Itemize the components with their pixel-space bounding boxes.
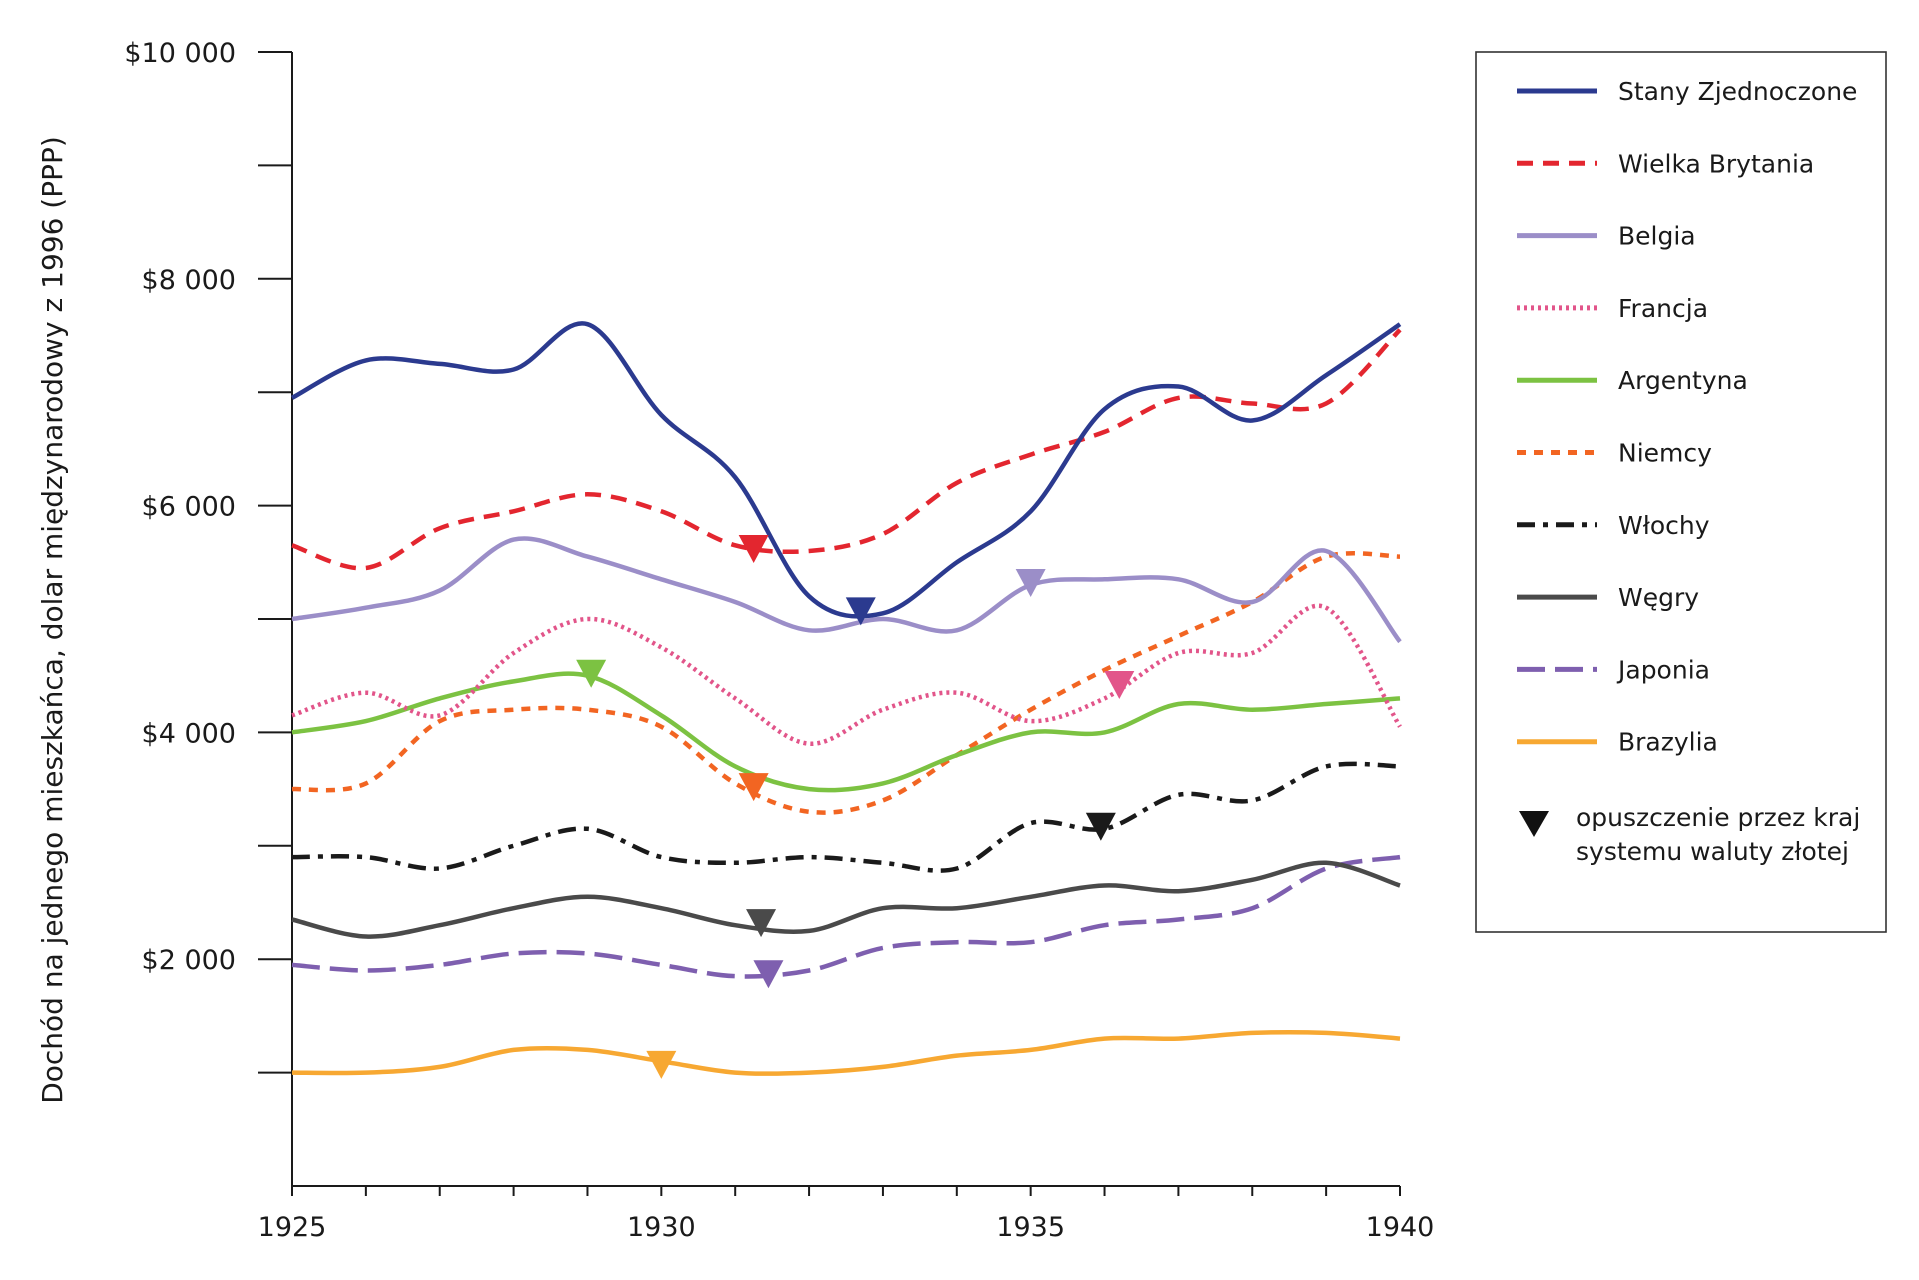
legend-marker-label-2: systemu waluty złotej	[1576, 837, 1849, 866]
series-line-jp	[291, 854, 1401, 979]
series-line-br	[291, 1029, 1401, 1076]
x-tick-label: 1940	[1366, 1212, 1435, 1243]
series-line-be	[291, 536, 1402, 644]
marker-fr	[1104, 671, 1135, 700]
series-line-uk	[291, 328, 1402, 571]
y-tick-label: $4 000	[142, 718, 236, 749]
y-tick-label: $6 000	[142, 492, 236, 523]
marker-de	[738, 773, 769, 802]
legend: Stany Zjednoczone Wielka Brytania Belgia Fr…	[1475, 51, 1887, 933]
y-tick-label: $10 000	[124, 38, 236, 69]
marker-uk	[738, 534, 769, 563]
y-axis-title: Dochód na jednego mieszkańca, dolar międ…	[36, 136, 69, 1104]
marker-us	[845, 597, 876, 626]
series-line-us	[290, 321, 1402, 619]
legend-label-hu: Węgry	[1618, 583, 1699, 612]
legend-label-jp: Japonia	[1616, 655, 1710, 684]
legend-marker-label-1: opuszczenie przez kraj	[1576, 803, 1860, 832]
y-tick-label: $8 000	[142, 265, 236, 296]
legend-label-us: Stany Zjednoczone	[1618, 77, 1857, 106]
series-layer	[290, 321, 1402, 1076]
x-tick-label: 1930	[627, 1212, 696, 1243]
marker-br	[646, 1050, 677, 1079]
series-line-fr	[291, 603, 1402, 746]
axes: $2 000 $4 000 $6 000 $8 000 $10 000 1925 1930 1…	[124, 38, 1434, 1243]
legend-label-be: Belgia	[1618, 222, 1696, 251]
markers-layer	[576, 534, 1135, 1079]
y-tick-label: $2 000	[142, 945, 236, 976]
marker-it	[1085, 812, 1116, 841]
legend-label-de: Niemcy	[1618, 439, 1712, 468]
legend-label-uk: Wielka Brytania	[1618, 149, 1814, 178]
marker-hu	[746, 909, 777, 938]
series-line-hu	[291, 860, 1401, 939]
legend-label-fr: Francja	[1618, 294, 1708, 323]
legend-marker-icon	[1519, 811, 1549, 837]
series-line-ar	[291, 671, 1401, 793]
marker-ar	[576, 659, 607, 688]
x-tick-label: 1925	[258, 1212, 327, 1243]
series-line-de	[291, 551, 1401, 815]
marker-be	[1015, 568, 1046, 597]
legend-box	[1475, 51, 1887, 933]
marker-jp	[753, 960, 784, 989]
x-tick-label: 1935	[996, 1212, 1065, 1243]
series-line-it	[291, 761, 1401, 873]
legend-label-br: Brazylia	[1618, 728, 1718, 757]
legend-items: Stany Zjednoczone Wielka Brytania Belgia Fr…	[1517, 77, 1857, 837]
legend-label-ar: Argentyna	[1618, 366, 1748, 395]
legend-label-it: Włochy	[1618, 511, 1710, 540]
